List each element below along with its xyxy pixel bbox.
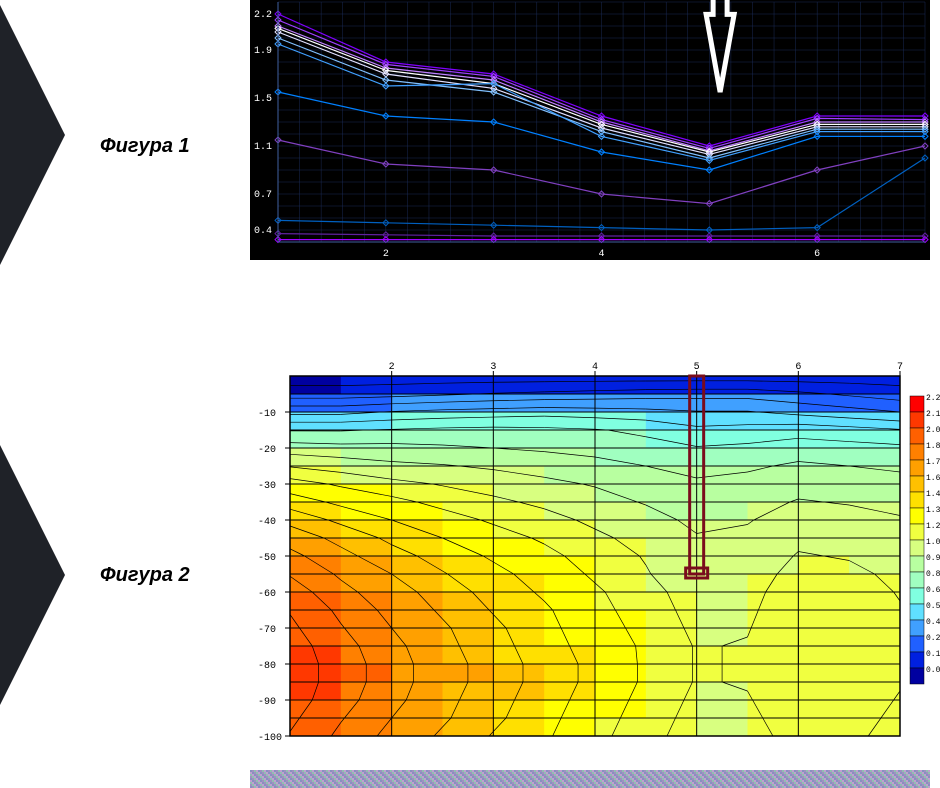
svg-text:1.1: 1.1: [254, 142, 272, 153]
figure2-label: Фигура 2: [100, 564, 190, 587]
svg-text:-60: -60: [258, 589, 276, 600]
svg-text:0.27: 0.27: [926, 634, 940, 643]
svg-text:-90: -90: [258, 697, 276, 708]
pointer-shape-2: [0, 445, 65, 705]
svg-text:0.13: 0.13: [926, 650, 940, 659]
svg-text:2: 2: [389, 362, 395, 373]
svg-text:0.7: 0.7: [254, 190, 272, 201]
svg-text:5: 5: [694, 362, 700, 373]
svg-text:0.4: 0.4: [254, 226, 272, 237]
svg-text:-70: -70: [258, 625, 276, 636]
noise-strip: [250, 770, 930, 788]
svg-text:3: 3: [490, 362, 496, 373]
svg-text:-100: -100: [258, 733, 282, 744]
svg-text:-80: -80: [258, 661, 276, 672]
svg-text:1.88: 1.88: [926, 442, 940, 451]
svg-text:1.21: 1.21: [926, 522, 940, 531]
svg-text:-50: -50: [258, 553, 276, 564]
svg-text:1.74: 1.74: [926, 458, 940, 467]
svg-text:1.48: 1.48: [926, 490, 940, 499]
contour-heatmap: 2 3 4 5 6 7 -10 -20 -30 -40 -50 -60 -70 -80 -90 -100 2.2…: [250, 358, 940, 758]
svg-text:1.5: 1.5: [254, 94, 272, 105]
svg-text:2.15: 2.15: [926, 410, 940, 419]
svg-text:7: 7: [897, 362, 903, 373]
svg-text:1.9: 1.9: [254, 46, 272, 57]
pointer-shape-1: [0, 5, 65, 265]
svg-text:6: 6: [814, 249, 820, 260]
svg-text:1.07: 1.07: [926, 538, 940, 547]
svg-text:0.40: 0.40: [926, 618, 940, 627]
line-chart: 0.4 0.7 1.1 1.5 1.9 2.2 2 4 6: [250, 0, 930, 260]
svg-text:2: 2: [383, 249, 389, 260]
svg-text:-30: -30: [258, 481, 276, 492]
svg-text:2.01: 2.01: [926, 426, 940, 435]
svg-text:2.2: 2.2: [254, 10, 272, 21]
svg-text:-10: -10: [258, 409, 276, 420]
svg-text:0.00: 0.00: [926, 666, 940, 675]
svg-text:0.81: 0.81: [926, 570, 940, 579]
svg-text:4: 4: [599, 249, 605, 260]
svg-text:1.34: 1.34: [926, 506, 940, 515]
svg-text:0.54: 0.54: [926, 602, 940, 611]
svg-text:1.61: 1.61: [926, 474, 940, 483]
svg-text:0.94: 0.94: [926, 554, 940, 563]
figure1-label: Фигура 1: [100, 135, 190, 158]
svg-text:6: 6: [795, 362, 801, 373]
svg-text:-20: -20: [258, 445, 276, 456]
svg-text:-40: -40: [258, 517, 276, 528]
svg-text:2.28: 2.28: [926, 394, 940, 403]
svg-text:4: 4: [592, 362, 598, 373]
svg-text:0.67: 0.67: [926, 586, 940, 595]
